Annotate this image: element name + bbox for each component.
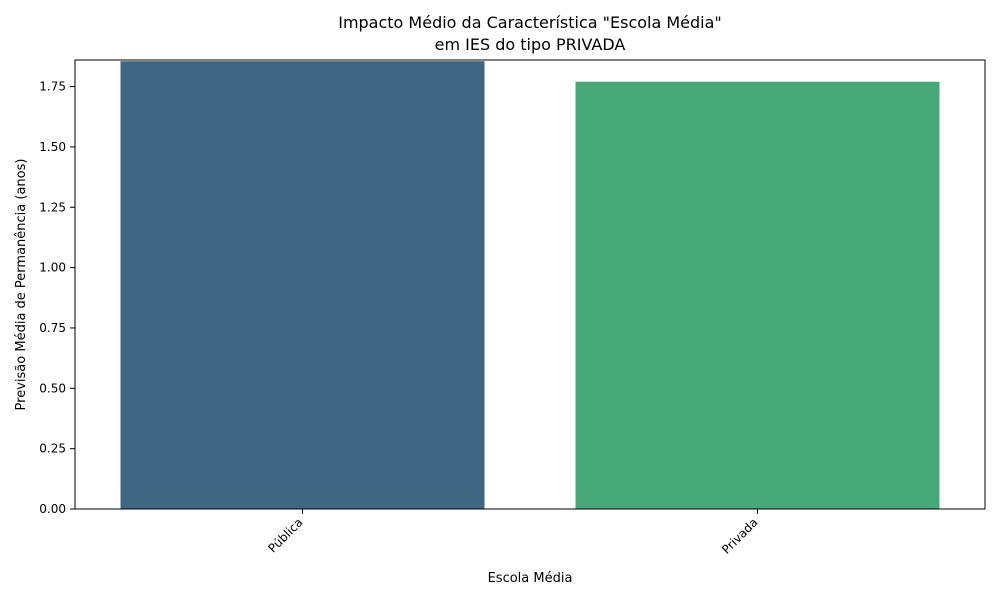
y-tick-label: 0.00	[39, 502, 66, 516]
y-tick-label: 1.25	[39, 200, 66, 214]
bar-1	[575, 81, 940, 510]
x-axis-ticks: Pública Privada	[265, 509, 761, 557]
y-tick-label: 0.25	[39, 442, 66, 456]
y-axis-label: Previsão Média de Permanência (anos)	[14, 159, 29, 411]
plot-frame	[74, 59, 986, 510]
chart-title-line-1: Impacto Médio da Característica "Escola …	[338, 13, 722, 32]
x-tick-label: Privada	[719, 515, 761, 557]
chart-title-line-2: em IES do tipo PRIVADA	[435, 35, 626, 54]
y-tick-label: 1.75	[39, 80, 66, 94]
bars-group	[120, 61, 940, 510]
y-axis-ticks: 0.00 0.25 0.50 0.75 1.00 1.25 1.50 1.75	[39, 80, 75, 516]
y-tick-label: 1.00	[39, 261, 66, 275]
bar-0	[120, 61, 485, 509]
x-axis-label: Escola Média	[488, 571, 573, 586]
y-tick-label: 1.50	[39, 140, 66, 154]
y-tick-label: 0.75	[39, 321, 66, 335]
x-tick-label: Pública	[265, 515, 305, 555]
y-tick-label: 0.50	[39, 381, 66, 395]
